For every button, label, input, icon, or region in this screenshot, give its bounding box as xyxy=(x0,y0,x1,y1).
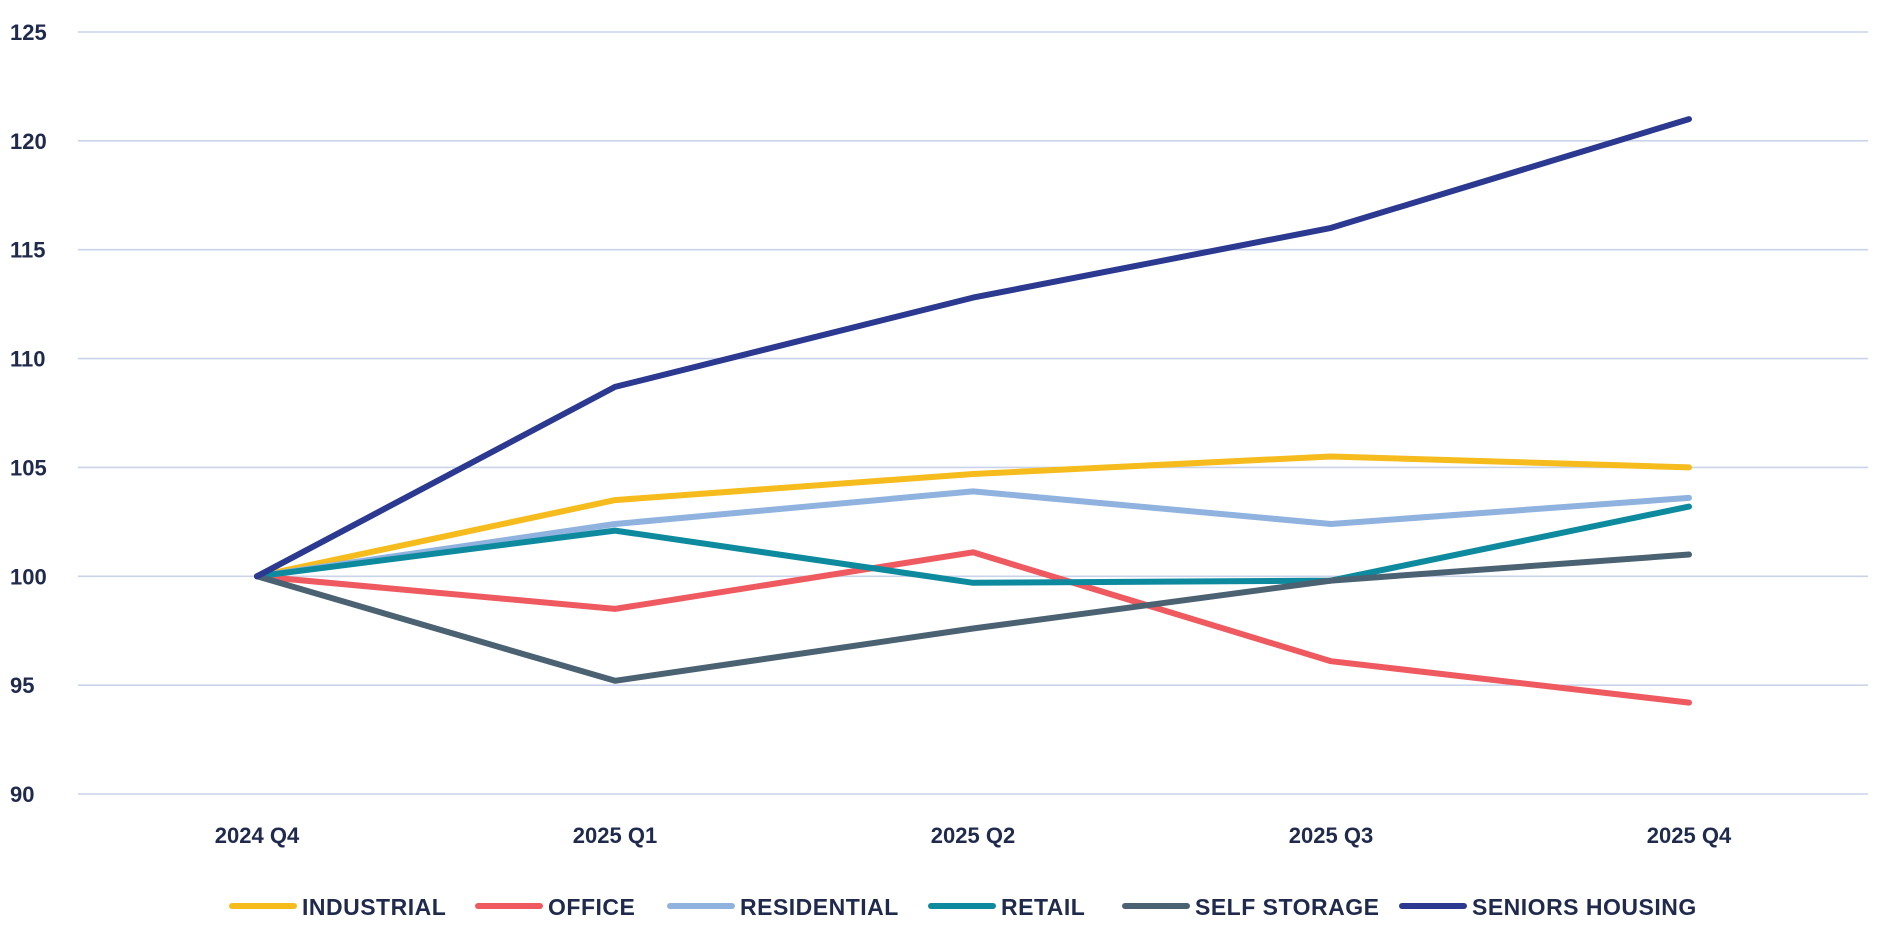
y-tick-label: 115 xyxy=(10,238,46,263)
gridlines xyxy=(78,31,1868,795)
legend: INDUSTRIAL OFFICE RESIDENTIAL RETAIL SELF ST… xyxy=(229,894,1697,920)
y-tick-label: 95 xyxy=(10,673,34,698)
legend-label: RESIDENTIAL xyxy=(740,894,899,920)
legend-label: SENIORS HOUSING xyxy=(1472,894,1697,920)
legend-label: SELF STORAGE xyxy=(1195,894,1380,920)
x-tick-label: 2025 Q1 xyxy=(573,823,657,848)
x-tick-label: 2025 Q4 xyxy=(1647,823,1732,848)
y-tick-label: 105 xyxy=(10,455,47,480)
legend-label: RETAIL xyxy=(1001,894,1085,920)
y-tick-label: 120 xyxy=(10,129,47,154)
x-tick-label: 2024 Q4 xyxy=(215,823,300,848)
y-tick-label: 100 xyxy=(10,564,47,589)
series-line-self-storage xyxy=(254,551,1692,684)
legend-label: OFFICE xyxy=(548,894,635,920)
y-axis: 90 95 100 105 110 115 120 125 xyxy=(10,20,47,807)
x-axis: 2024 Q4 2025 Q1 2025 Q2 2025 Q3 2025 Q4 xyxy=(215,823,1732,848)
y-tick-label: 125 xyxy=(10,20,47,45)
series-line-residential xyxy=(254,488,1692,580)
legend-label: INDUSTRIAL xyxy=(302,894,446,920)
y-tick-label: 110 xyxy=(10,347,46,372)
y-tick-label: 90 xyxy=(10,782,34,807)
x-tick-label: 2025 Q3 xyxy=(1289,823,1373,848)
series-lines xyxy=(254,116,1692,706)
x-tick-label: 2025 Q2 xyxy=(931,823,1015,848)
series-line-seniors-housing xyxy=(254,116,1692,580)
